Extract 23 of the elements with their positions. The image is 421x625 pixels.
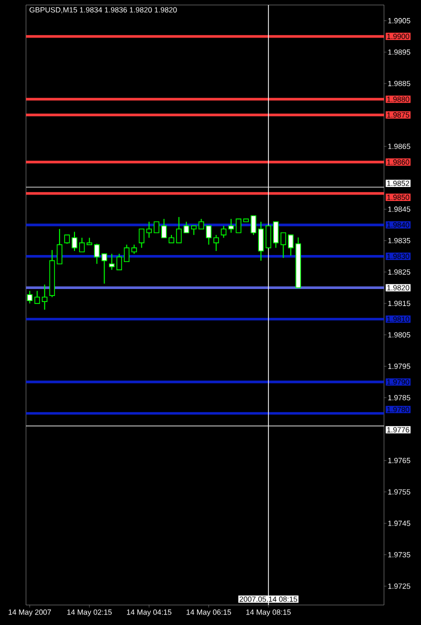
candlestick [206, 225, 212, 246]
candlestick [198, 218, 204, 230]
candlestick [184, 221, 190, 234]
candlestick [102, 253, 108, 284]
candlestick [34, 290, 40, 304]
candlestick [108, 253, 115, 270]
candlestick [42, 284, 48, 310]
candlestick [176, 216, 182, 244]
candlestick [131, 244, 137, 254]
candlestick [56, 228, 62, 264]
candlestick [220, 225, 226, 238]
candlestick [116, 253, 122, 270]
candlestick [94, 243, 100, 264]
candlestick [138, 228, 144, 248]
candlestick [280, 232, 286, 258]
candlestick [273, 221, 279, 248]
candlestick [213, 234, 219, 252]
candlestick [26, 290, 33, 304]
candlestick [124, 244, 130, 262]
candlestick [266, 225, 272, 248]
candlestick [191, 225, 197, 236]
candlestick [288, 234, 294, 256]
candlestick [228, 218, 234, 234]
